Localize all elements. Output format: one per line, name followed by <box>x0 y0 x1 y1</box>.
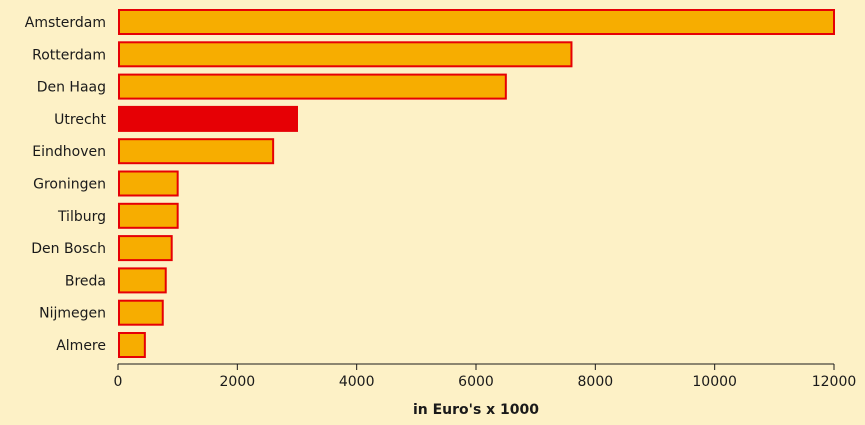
x-tick-label-2000: 2000 <box>220 374 256 390</box>
category-label-eindhoven: Eindhoven <box>32 144 106 160</box>
category-label-almere: Almere <box>56 338 106 354</box>
bar-nijmegen <box>118 299 164 326</box>
category-label-utrecht: Utrecht <box>54 112 106 128</box>
category-labels-group: Amsterdam Rotterdam Den Haag Utrecht Eindhov… <box>25 15 107 354</box>
bar-groningen <box>118 170 179 197</box>
x-tick-label-6000: 6000 <box>458 374 494 390</box>
bar-den-bosch <box>118 235 173 262</box>
category-label-den-bosch: Den Bosch <box>31 241 106 257</box>
bar-amsterdam <box>118 9 835 35</box>
bars-group <box>118 9 835 358</box>
x-axis-title: in Euro's x 1000 <box>413 402 539 418</box>
category-label-amsterdam: Amsterdam <box>25 15 106 31</box>
category-label-tilburg: Tilburg <box>57 209 106 225</box>
category-label-breda: Breda <box>65 273 106 289</box>
category-label-rotterdam: Rotterdam <box>32 47 106 63</box>
x-tick-label-4000: 4000 <box>339 374 375 390</box>
bar-breda <box>118 267 167 294</box>
bar-utrecht <box>118 105 298 132</box>
bar-rotterdam <box>118 41 573 68</box>
category-label-groningen: Groningen <box>33 177 106 193</box>
x-tick-label-10000: 10000 <box>692 374 737 390</box>
bar-eindhoven <box>118 138 275 165</box>
x-ticks-group: 0 2000 4000 6000 8000 10000 12000 <box>114 364 857 390</box>
bar-den-haag <box>118 73 507 100</box>
bar-almere <box>118 332 146 358</box>
x-tick-label-0: 0 <box>114 374 123 390</box>
category-label-den-haag: Den Haag <box>37 80 106 96</box>
bar-tilburg <box>118 202 179 229</box>
category-label-nijmegen: Nijmegen <box>39 306 106 322</box>
x-tick-label-8000: 8000 <box>578 374 614 390</box>
x-tick-label-12000: 12000 <box>812 374 857 390</box>
